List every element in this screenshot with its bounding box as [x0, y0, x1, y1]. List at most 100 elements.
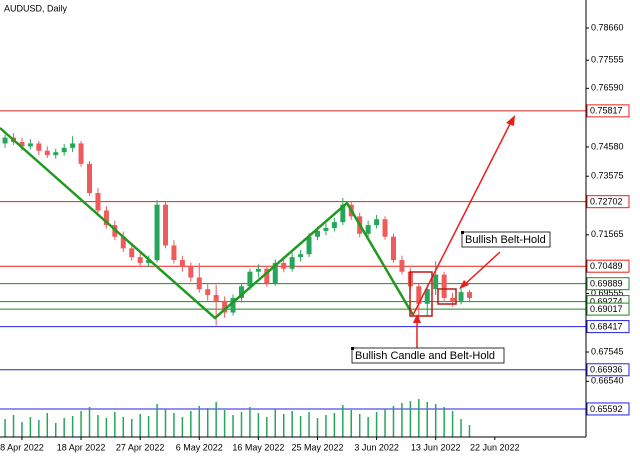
x-tick-label: 22 Jun 2022 [470, 442, 520, 452]
x-tick-label: 6 May 2022 [176, 442, 223, 452]
y-tick-label: 0.78660 [591, 22, 624, 32]
candle-body [264, 268, 270, 284]
candle-body [441, 274, 447, 298]
candle-body [314, 230, 320, 237]
level-label-box [586, 320, 630, 334]
candle-body [298, 254, 304, 258]
level-label-box [586, 302, 630, 316]
pattern-box [437, 288, 457, 305]
candle-body [340, 204, 346, 223]
candle-body [281, 262, 287, 269]
y-tick-label: 0.69555 [591, 288, 624, 298]
level-label: 0.66936 [590, 365, 623, 375]
arrow-head [459, 280, 469, 289]
candle-body [19, 141, 25, 147]
anchor [461, 231, 464, 234]
y-tick-label: 0.73575 [591, 171, 624, 181]
volume-pane [4, 399, 471, 437]
candle-body [289, 257, 295, 269]
candle-body [205, 289, 211, 296]
candle-body [213, 295, 219, 301]
candle-body [272, 262, 278, 284]
candle-body [36, 143, 42, 151]
candle-body [458, 292, 464, 301]
candle-body [129, 248, 135, 258]
arrow-head [506, 115, 515, 126]
annotation: Bullish Belt-Hold [465, 234, 546, 246]
level-label-box [586, 402, 630, 416]
candle-body [365, 225, 371, 234]
candle-body [222, 300, 228, 313]
annotation-box [461, 231, 551, 248]
candle-body [78, 143, 84, 164]
x-tick-label: 16 May 2022 [232, 442, 284, 452]
candle-body [154, 204, 160, 261]
level-label-box [586, 104, 630, 118]
x-tick-label: 27 Apr 2022 [116, 442, 165, 452]
level-label: 0.65592 [590, 404, 623, 414]
price-axis: 0.78660 0.77555 0.76590 0.74580 0.73575 0.715… [0, 22, 630, 452]
anchor [351, 347, 354, 350]
x-tick-label: 13 Jun 2022 [411, 442, 461, 452]
y-tick-label: 0.71565 [591, 229, 624, 239]
x-tick-label: 25 May 2022 [291, 442, 343, 452]
pointer-arrow [463, 251, 501, 286]
candle-body [87, 163, 93, 193]
level-label: 0.69017 [590, 304, 623, 314]
candle-body [424, 289, 430, 304]
y-tick-label: 0.74580 [591, 141, 624, 151]
candle-body [70, 143, 76, 148]
candle-body [61, 147, 67, 153]
annotation-box [351, 347, 505, 364]
level-label-box [586, 195, 630, 209]
candle-body [27, 143, 33, 147]
level-label: 0.69889 [590, 279, 623, 289]
candle-body [374, 219, 380, 226]
level-label-box [586, 363, 630, 377]
candle-body [466, 292, 472, 298]
zigzag [0, 127, 415, 320]
level-label: 0.69274 [590, 296, 623, 306]
candle-body [323, 227, 329, 231]
candle-body [416, 286, 422, 304]
y-tick-label: 0.76590 [591, 83, 624, 93]
y-tick-label: 0.67545 [591, 346, 624, 356]
candle-body [306, 236, 312, 255]
level-label: 0.72702 [590, 197, 623, 207]
candle-body [433, 274, 439, 290]
candle-body [53, 152, 59, 156]
candle-body [331, 222, 337, 228]
x-tick-label: 18 Apr 2022 [57, 442, 106, 452]
level-label-box [586, 277, 630, 291]
candle-body [146, 260, 152, 263]
x-tick-label: 8 Apr 2022 [0, 442, 44, 452]
candle-body [95, 192, 101, 211]
candle-body [103, 210, 109, 226]
candle-body [137, 257, 143, 263]
x-tick-label: 3 Jun 2022 [354, 442, 399, 452]
candle-body [2, 137, 8, 144]
candle-body [382, 219, 388, 237]
candle-body [230, 297, 236, 313]
y-tick-label: 0.77555 [591, 55, 624, 65]
candle-body [44, 150, 50, 156]
candle-body [171, 245, 177, 261]
level-label: 0.70489 [590, 261, 623, 271]
pattern-box [409, 271, 433, 317]
chart-title: AUDUSD, Daily [4, 3, 68, 13]
level-label: 0.75817 [590, 106, 623, 116]
candle-body [450, 297, 456, 301]
projection-arrow [412, 119, 513, 316]
candle-body [188, 265, 194, 278]
y-tick-label: 0.66540 [591, 376, 624, 386]
candle-body [162, 204, 168, 246]
candle-body [399, 260, 405, 272]
candle-body [390, 236, 396, 261]
candle-body [247, 271, 253, 287]
candle-body [255, 268, 261, 272]
level-label: 0.68417 [590, 321, 623, 331]
annotation: Bullish Candle and Belt-Hold [355, 350, 495, 362]
candle-body [196, 277, 202, 290]
